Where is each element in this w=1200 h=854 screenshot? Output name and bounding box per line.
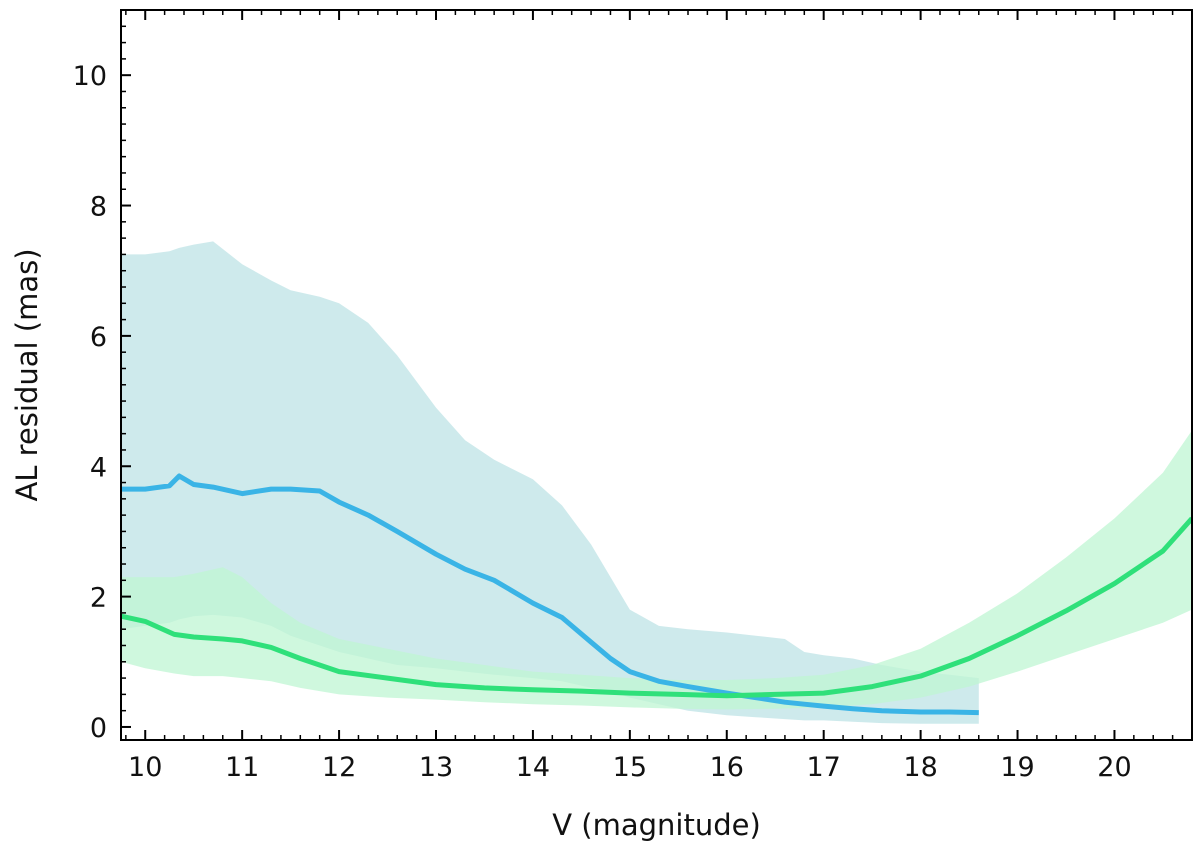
ticks [121, 9, 1193, 740]
x-tick-label: 13 [419, 752, 453, 783]
x-tick-label: 15 [613, 752, 647, 783]
x-tick-label: 19 [1000, 752, 1034, 783]
green-line [121, 516, 1192, 699]
x-tick-label: 12 [322, 752, 356, 783]
x-tick-label: 16 [710, 752, 744, 783]
plot-frame [120, 9, 1193, 741]
x-tick-label: 11 [225, 752, 259, 783]
confidence-bands [121, 241, 1192, 724]
x-tick-label: 20 [1097, 752, 1131, 783]
blue-line [121, 473, 979, 716]
y-tick-label: 10 [73, 61, 107, 92]
tick-labels: 10 11 12 13 14 15 16 17 18 19 20 0 2 4 6 8 10 [73, 61, 1132, 783]
y-tick-label: 6 [90, 322, 107, 353]
x-axis-label: V (magnitude) [552, 808, 761, 842]
blue-band [121, 241, 979, 724]
y-tick-label: 4 [90, 452, 107, 483]
x-tick-label: 18 [903, 752, 937, 783]
y-tick-label: 2 [90, 583, 107, 614]
y-tick-label: 0 [90, 713, 107, 744]
y-tick-label: 8 [90, 192, 107, 223]
series-lines [121, 473, 1192, 716]
y-axis-label: AL residual (mas) [10, 248, 44, 501]
x-tick-label: 10 [128, 752, 162, 783]
x-tick-label: 17 [807, 752, 841, 783]
x-tick-label: 14 [516, 752, 550, 783]
